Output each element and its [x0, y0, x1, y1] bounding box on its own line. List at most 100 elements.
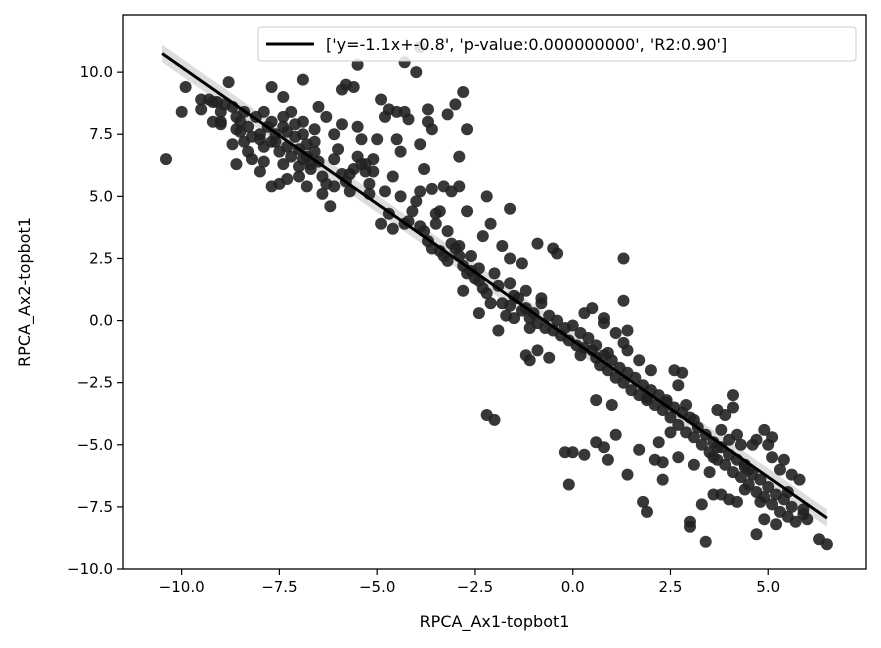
data-point — [703, 466, 716, 479]
data-point — [801, 513, 814, 526]
data-point — [414, 220, 427, 233]
data-point — [695, 498, 708, 511]
data-point — [609, 327, 622, 339]
data-point — [711, 404, 724, 416]
data-point — [375, 217, 388, 230]
data-point — [242, 120, 255, 133]
data-point — [531, 237, 544, 250]
data-point — [656, 456, 669, 469]
data-point — [641, 505, 653, 518]
data-point — [582, 332, 595, 344]
data-point — [558, 446, 571, 459]
data-point — [289, 118, 302, 131]
data-point — [562, 478, 575, 491]
data-point — [766, 451, 779, 464]
data-point — [598, 441, 610, 454]
data-point — [609, 428, 622, 441]
data-point — [281, 173, 294, 185]
data-point — [410, 195, 423, 208]
data-point — [820, 538, 833, 551]
data-point — [551, 314, 564, 327]
data-point — [601, 453, 614, 466]
x-tick-label: 5.0 — [756, 578, 780, 596]
y-axis-ticks: −10.0 −7.5 −5.0 −2.5 0.0 2.5 5.0 7.5 10.0 — [67, 63, 123, 578]
data-point — [453, 150, 466, 163]
data-point — [398, 105, 411, 118]
data-point — [472, 307, 485, 320]
data-point — [680, 399, 693, 411]
data-point — [336, 118, 348, 131]
y-tick-label: −7.5 — [77, 498, 113, 516]
x-tick-label: −5.0 — [359, 578, 395, 596]
data-point — [195, 103, 208, 116]
data-point — [265, 135, 278, 148]
data-point — [465, 250, 477, 262]
data-point — [664, 411, 677, 424]
y-tick-label: −5.0 — [77, 436, 113, 454]
data-point — [390, 133, 403, 146]
data-point — [617, 252, 630, 265]
data-point — [441, 225, 454, 238]
y-tick-label: −10.0 — [67, 560, 113, 578]
data-point — [543, 351, 556, 364]
data-point — [328, 180, 341, 193]
data-point — [206, 96, 219, 108]
y-tick-label: 10.0 — [80, 63, 113, 81]
y-tick-label: −2.5 — [77, 374, 113, 392]
data-point — [672, 379, 685, 392]
data-point — [738, 483, 751, 496]
data-point — [285, 150, 298, 163]
data-point — [633, 443, 646, 456]
data-point — [621, 468, 634, 481]
data-point — [774, 463, 786, 476]
data-point — [672, 451, 685, 464]
data-point — [293, 170, 305, 183]
data-point — [754, 495, 767, 508]
data-point — [222, 76, 235, 89]
data-point — [758, 423, 771, 436]
data-point — [727, 389, 739, 402]
data-point — [687, 458, 700, 471]
data-point — [519, 284, 532, 297]
data-point — [504, 202, 517, 215]
data-point — [312, 100, 325, 113]
data-point — [476, 230, 489, 243]
fit-line-layer — [161, 52, 828, 520]
data-point — [457, 86, 470, 98]
data-point — [574, 349, 587, 362]
data-point — [375, 93, 388, 106]
data-point — [347, 81, 360, 93]
data-point — [621, 344, 634, 357]
data-point — [418, 163, 431, 175]
data-point — [699, 535, 712, 548]
data-point — [277, 120, 290, 133]
data-point — [785, 500, 798, 513]
data-point — [429, 217, 442, 230]
data-point — [719, 458, 732, 471]
data-point — [332, 143, 345, 156]
data-point — [324, 200, 337, 213]
y-tick-label: 5.0 — [89, 187, 113, 205]
data-point — [484, 297, 497, 310]
data-point — [789, 515, 802, 528]
data-point — [586, 302, 599, 315]
y-tick-label: 7.5 — [89, 125, 113, 143]
data-point — [351, 58, 364, 71]
data-point — [296, 128, 309, 141]
data-point — [422, 103, 434, 116]
data-point — [715, 488, 728, 501]
data-point — [766, 498, 779, 511]
data-point — [664, 426, 677, 439]
data-point — [277, 91, 290, 103]
data-point — [453, 240, 466, 252]
data-point — [535, 292, 548, 305]
data-point — [508, 312, 521, 325]
data-point — [355, 133, 368, 146]
data-point — [453, 180, 466, 193]
data-point — [433, 205, 446, 218]
data-point — [590, 339, 603, 352]
data-point — [265, 180, 278, 193]
data-point — [175, 105, 188, 118]
data-point — [504, 277, 517, 290]
